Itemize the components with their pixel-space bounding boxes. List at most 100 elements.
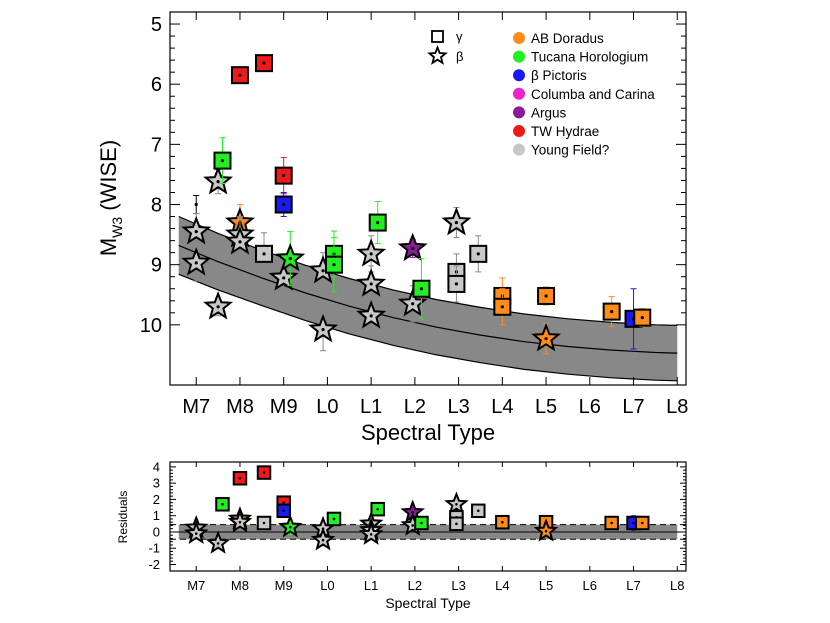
center-dot: [288, 257, 292, 261]
legend-group-label: AB Doradus: [531, 31, 604, 46]
residual-point: [358, 521, 384, 545]
center-dot: [610, 310, 614, 314]
center-dot: [369, 252, 373, 256]
residual-point: [183, 520, 209, 545]
legend-group-entry: Argus: [513, 105, 567, 120]
center-dot: [321, 328, 325, 332]
center-dot: [455, 503, 458, 506]
main-point: [356, 297, 387, 335]
x-tick-label: M9: [270, 396, 298, 418]
y-tick-label: 0: [153, 524, 160, 539]
main-point: [469, 235, 488, 273]
main-point: [274, 191, 293, 218]
x-tick-label: L4: [491, 396, 513, 418]
y-tick-label: 9: [151, 255, 162, 277]
legend-beta-entry: β: [427, 45, 463, 65]
residuals-x-axis-label: Spectral Type: [385, 595, 471, 611]
legend-square-marker: [431, 30, 444, 43]
residual-point: [326, 511, 342, 527]
residual-point: [533, 518, 559, 542]
main-point: [412, 258, 431, 320]
main-point: [193, 194, 200, 215]
center-dot: [454, 220, 459, 225]
main-point: [537, 286, 556, 306]
main-axis-ticks: M7 M8 M9 L0 L1 L2 L3 L4 L5 L6 L7 L8 5 6 7 8 9 10: [140, 12, 688, 418]
x-tick-label: L1: [364, 578, 378, 593]
center-dot: [369, 314, 373, 318]
main-point: [255, 54, 274, 73]
center-dot: [411, 524, 414, 527]
center-dot: [216, 542, 220, 545]
main-point: [203, 165, 234, 195]
center-dot: [238, 476, 242, 480]
legend-group-label: TW Hydrae: [531, 124, 599, 139]
legend-color-dot: [513, 32, 525, 44]
residual-point: [215, 497, 230, 512]
center-dot: [501, 520, 504, 524]
residual-point: [232, 471, 248, 486]
center-dot: [369, 282, 373, 286]
center-dot: [288, 525, 292, 529]
legend-color-dot: [513, 50, 525, 63]
y-tick-label: 4: [153, 459, 160, 474]
residuals-plot-frame: [169, 461, 687, 572]
legend-color-dot: [513, 87, 525, 100]
fit-line-center: [178, 244, 678, 354]
x-tick-label: L6: [579, 396, 601, 418]
residual-point: [449, 516, 464, 532]
center-dot: [262, 521, 266, 525]
x-tick-label: L7: [622, 396, 644, 418]
x-tick-label: L5: [539, 578, 553, 593]
residual-point: [256, 515, 272, 531]
y-tick-label: 8: [151, 195, 162, 217]
main-point: [308, 308, 339, 352]
x-tick-label: L2: [408, 578, 422, 593]
main-point: [602, 296, 621, 328]
center-dot: [262, 61, 266, 65]
center-dot: [238, 73, 242, 77]
residual-point: [414, 515, 429, 531]
residuals-data-points: [183, 465, 650, 554]
main-plot-frame: [169, 11, 687, 386]
main-point: [224, 217, 255, 267]
legend-group-entry: AB Doradus: [513, 31, 604, 46]
legend-group-label: Young Field?: [531, 143, 609, 158]
center-dot: [282, 202, 286, 207]
x-tick-label: L0: [316, 396, 338, 418]
x-tick-label: L7: [626, 578, 640, 593]
center-dot: [238, 240, 242, 244]
residual-point: [277, 514, 303, 538]
legend-group-label: β Pictoris: [531, 68, 587, 83]
center-dot: [262, 252, 266, 256]
residual-point: [635, 515, 650, 531]
main-point: [633, 308, 652, 328]
main-point: [447, 265, 466, 303]
y-tick-label: 3: [153, 476, 160, 491]
main-point: [274, 157, 293, 195]
center-dot: [238, 520, 242, 524]
main-point: [531, 322, 562, 355]
center-dot: [262, 471, 266, 474]
center-dot: [477, 509, 480, 513]
legend-star-marker: [427, 45, 448, 65]
center-dot: [332, 263, 336, 267]
center-dot: [369, 533, 373, 536]
center-dot: [321, 538, 325, 542]
main-point: [213, 137, 232, 184]
center-dot: [419, 287, 424, 291]
residual-point: [276, 503, 291, 519]
main-point: [368, 201, 387, 245]
main-point: [181, 244, 212, 282]
center-dot: [332, 517, 336, 521]
legend-group-entry: TW Hydrae: [513, 124, 599, 139]
x-tick-label: L3: [451, 578, 465, 593]
center-dot: [194, 202, 198, 207]
main-y-axis-label: MW3 (WISE): [96, 140, 125, 256]
center-dot: [194, 532, 198, 535]
main-x-axis-label: Spectral Type: [361, 420, 495, 445]
center-dot: [411, 511, 414, 514]
legend-group-entry: Young Field?: [513, 143, 609, 158]
main-band-layer: [178, 215, 678, 382]
